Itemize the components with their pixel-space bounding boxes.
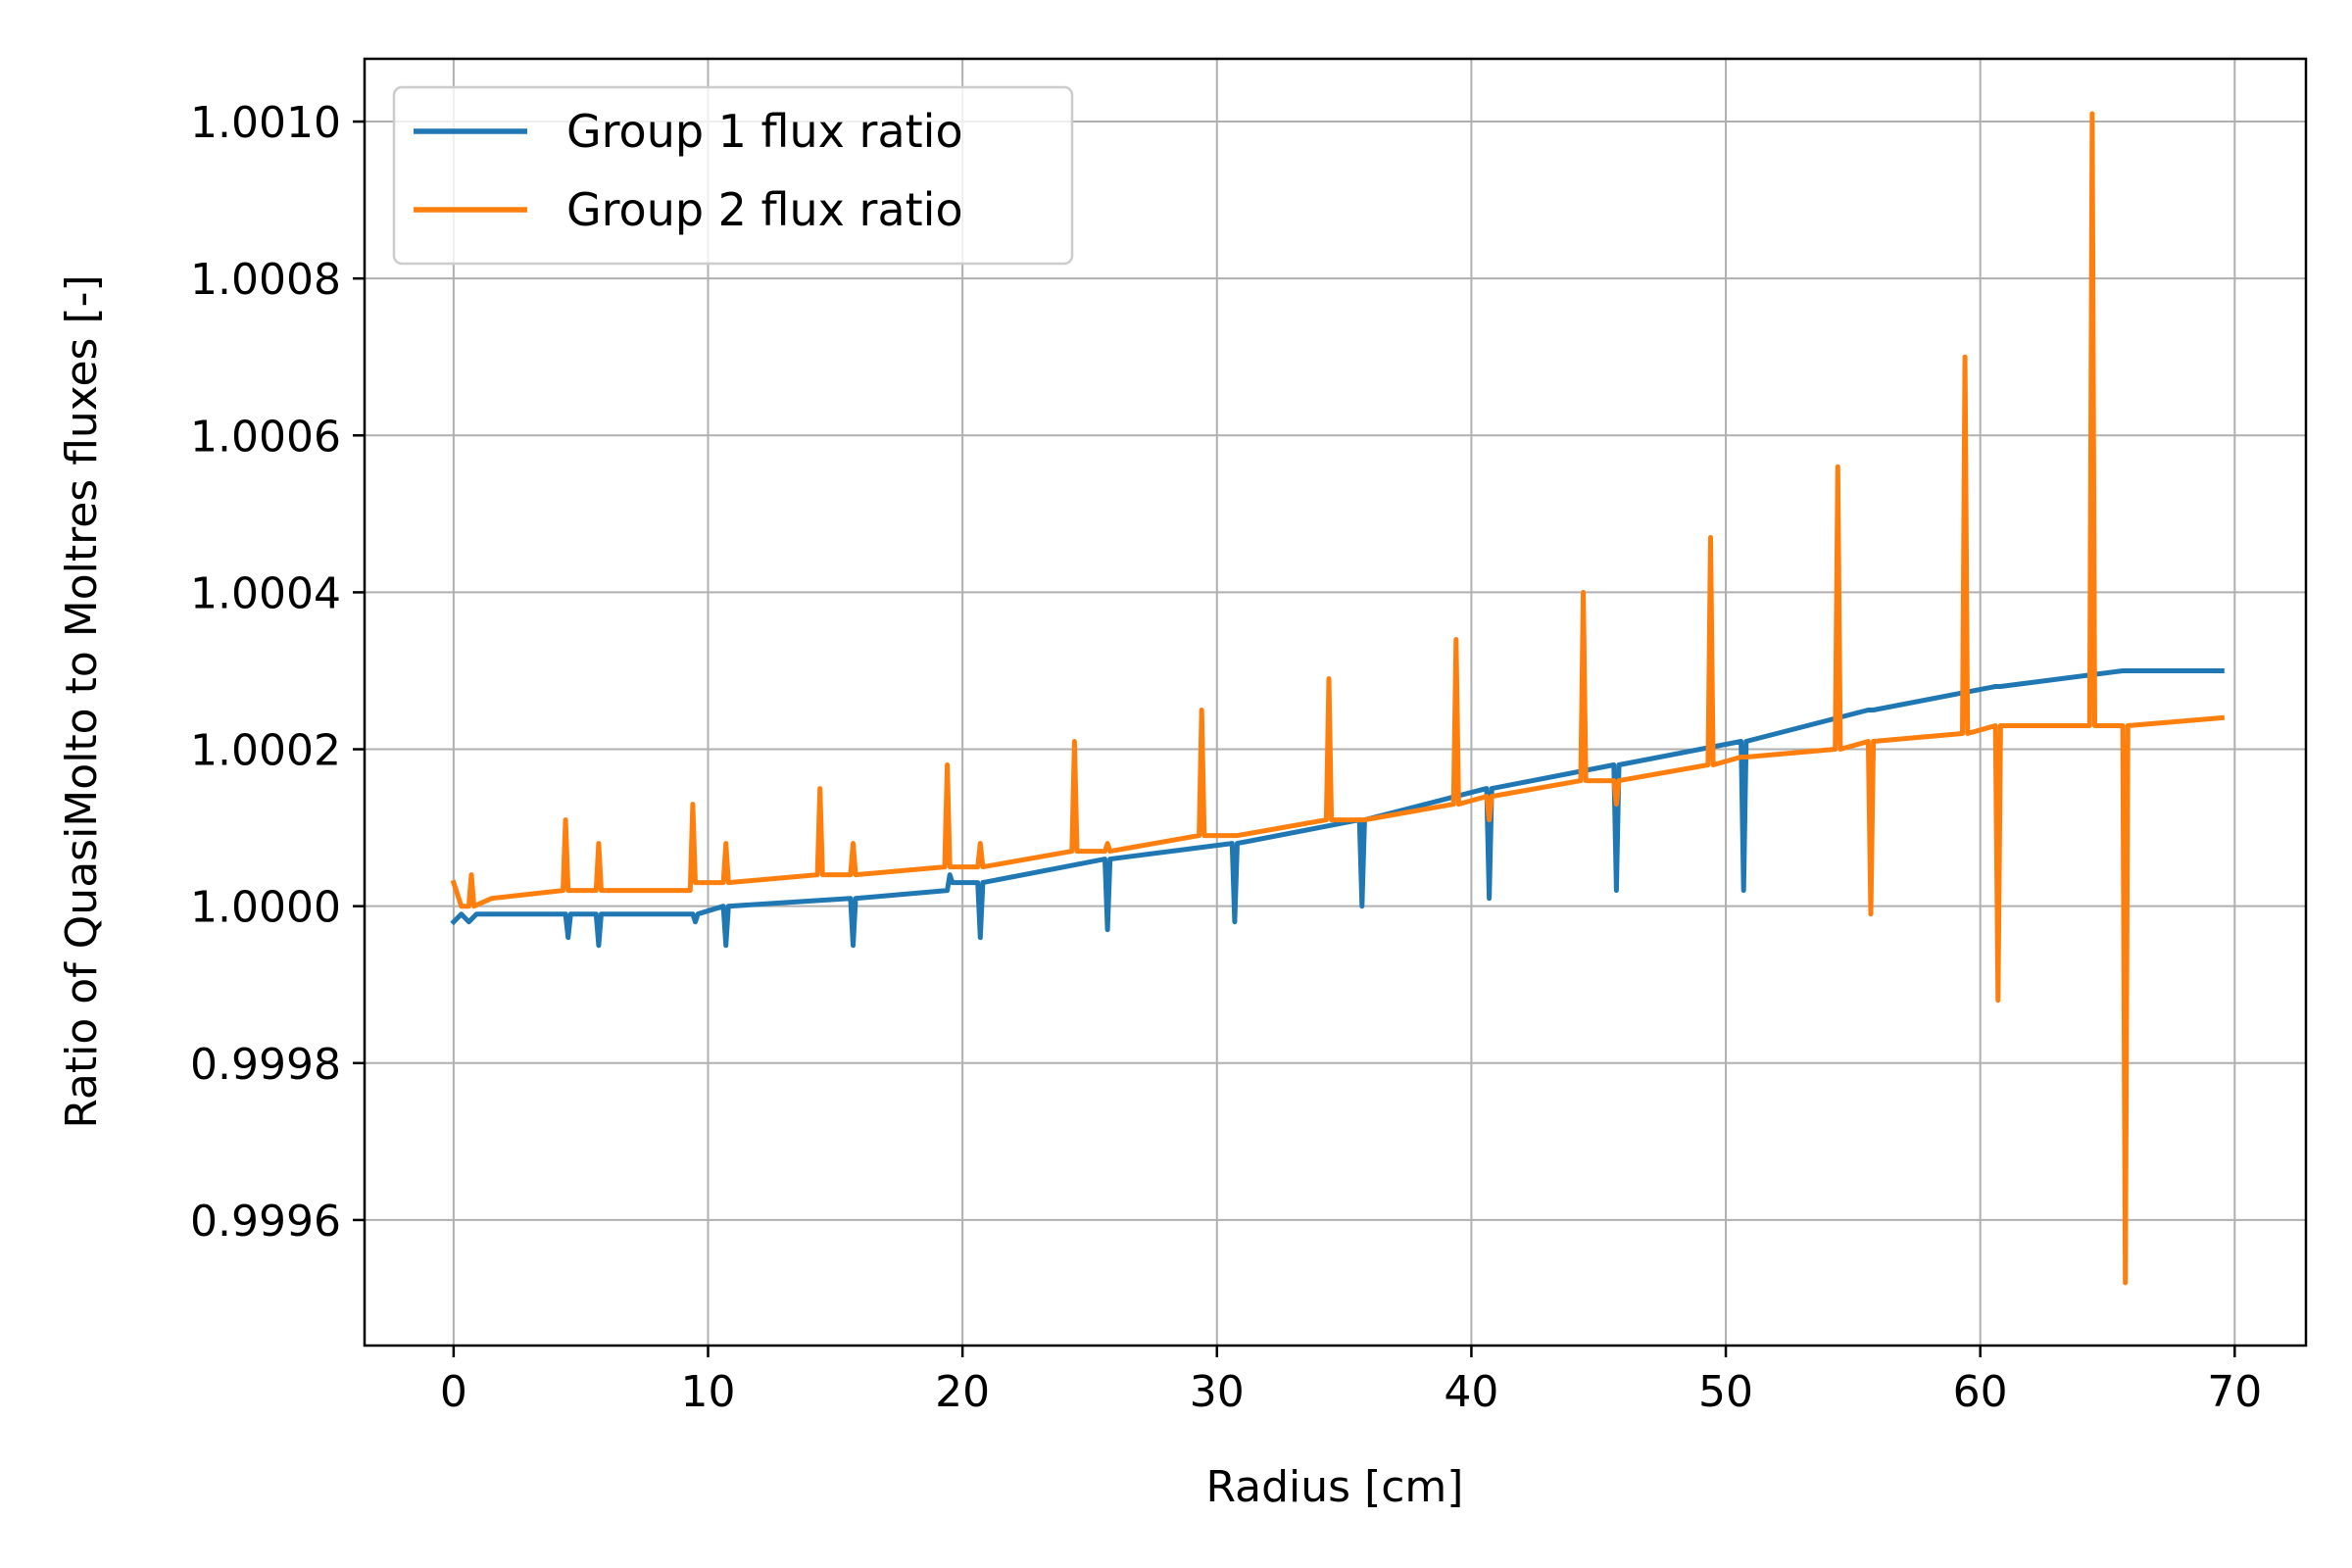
x-tick-label: 10 [681, 1367, 736, 1417]
y-tick-label: 1.0010 [190, 98, 341, 148]
x-tick-label: 40 [1444, 1367, 1498, 1417]
y-axis: 0.9996 0.9998 1.0000 1.0002 1.0004 1.0006 1.00… [190, 98, 365, 1247]
y-tick-label: 1.0006 [190, 412, 341, 462]
legend-label-group-1: Group 1 flux ratio [566, 105, 963, 158]
y-tick-label: 1.0002 [190, 726, 341, 776]
y-tick-label: 0.9996 [190, 1197, 341, 1247]
y-tick-label: 1.0004 [190, 568, 341, 618]
legend: Group 1 flux ratio Group 2 flux ratio [392, 85, 1074, 266]
x-axis: 0 10 20 30 40 50 60 70 [440, 1346, 2262, 1417]
x-tick-label: 60 [1953, 1367, 2008, 1417]
y-tick-label: 1.0000 [190, 883, 341, 933]
x-tick-label: 70 [2207, 1367, 2262, 1417]
x-tick-label: 30 [1190, 1367, 1245, 1417]
x-tick-label: 0 [440, 1367, 467, 1417]
grid [365, 59, 2306, 1346]
axes-frame [363, 57, 2308, 1348]
x-tick-label: 50 [1698, 1367, 1753, 1417]
y-axis-label: Ratio of QuasiMolto to Moltres fluxes [-… [57, 274, 107, 1128]
y-tick-label: 1.0008 [190, 255, 341, 305]
x-axis-label: Radius [cm] [1206, 1462, 1464, 1512]
x-tick-label: 20 [935, 1367, 990, 1417]
plot-area [450, 111, 2225, 1286]
legend-box [392, 85, 1074, 266]
series-line-group-2 [450, 111, 2225, 1286]
y-tick-label: 0.9998 [190, 1040, 341, 1090]
legend-label-group-2: Group 2 flux ratio [566, 183, 963, 236]
series-line-group-1 [450, 668, 2225, 949]
